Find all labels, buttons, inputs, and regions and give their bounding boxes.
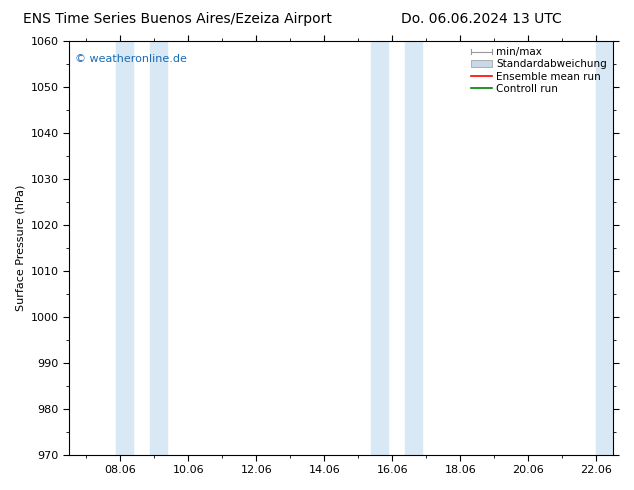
Text: © weatheronline.de: © weatheronline.de <box>75 53 186 64</box>
Legend: min/max, Standardabweichung, Ensemble mean run, Controll run: min/max, Standardabweichung, Ensemble me… <box>469 44 611 97</box>
Bar <box>116 41 133 455</box>
Bar <box>371 41 388 455</box>
Bar <box>150 41 167 455</box>
Text: Do. 06.06.2024 13 UTC: Do. 06.06.2024 13 UTC <box>401 12 562 26</box>
Bar <box>405 41 422 455</box>
Bar <box>597 41 614 455</box>
Y-axis label: Surface Pressure (hPa): Surface Pressure (hPa) <box>15 185 25 311</box>
Text: ENS Time Series Buenos Aires/Ezeiza Airport: ENS Time Series Buenos Aires/Ezeiza Airp… <box>23 12 332 26</box>
